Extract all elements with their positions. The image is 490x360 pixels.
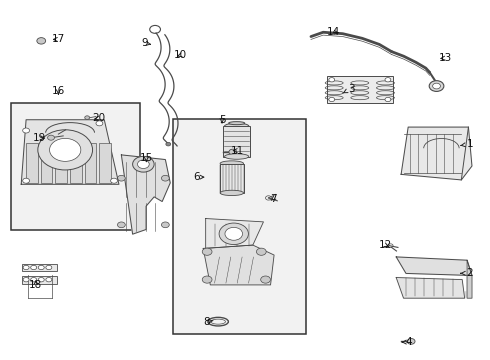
Circle shape bbox=[23, 178, 29, 183]
Text: 12: 12 bbox=[379, 240, 392, 250]
Ellipse shape bbox=[38, 265, 44, 270]
Text: 9: 9 bbox=[141, 38, 150, 48]
Polygon shape bbox=[467, 260, 472, 298]
Bar bbox=[327, 76, 393, 103]
Bar bbox=[223, 126, 250, 157]
Ellipse shape bbox=[220, 161, 244, 166]
Circle shape bbox=[48, 135, 54, 140]
Circle shape bbox=[329, 78, 335, 82]
Polygon shape bbox=[122, 155, 170, 234]
Circle shape bbox=[225, 228, 243, 240]
Circle shape bbox=[49, 138, 81, 161]
Text: 10: 10 bbox=[174, 50, 187, 60]
Circle shape bbox=[37, 38, 46, 44]
Ellipse shape bbox=[224, 123, 249, 129]
Text: 19: 19 bbox=[33, 133, 47, 143]
Bar bbox=[26, 143, 38, 183]
Circle shape bbox=[407, 338, 415, 344]
Circle shape bbox=[23, 128, 29, 133]
Bar bbox=[70, 143, 82, 183]
Text: 8: 8 bbox=[203, 317, 213, 327]
Bar bbox=[22, 276, 57, 284]
Bar bbox=[22, 264, 57, 271]
Ellipse shape bbox=[229, 122, 245, 125]
Circle shape bbox=[429, 81, 444, 91]
Ellipse shape bbox=[31, 265, 37, 270]
Circle shape bbox=[219, 223, 248, 244]
Circle shape bbox=[202, 276, 212, 283]
Bar bbox=[99, 143, 111, 183]
Circle shape bbox=[166, 142, 171, 146]
Ellipse shape bbox=[224, 154, 249, 159]
Ellipse shape bbox=[220, 190, 244, 195]
Text: 16: 16 bbox=[52, 86, 65, 96]
Circle shape bbox=[96, 121, 103, 126]
Polygon shape bbox=[396, 257, 472, 275]
Text: 14: 14 bbox=[327, 27, 341, 37]
Circle shape bbox=[161, 222, 169, 228]
Circle shape bbox=[111, 178, 118, 183]
Text: 18: 18 bbox=[29, 280, 43, 290]
Bar bbox=[55, 143, 67, 183]
Circle shape bbox=[118, 175, 125, 181]
Circle shape bbox=[261, 276, 270, 283]
Circle shape bbox=[118, 222, 125, 228]
Bar bbox=[85, 143, 97, 183]
Text: 2: 2 bbox=[461, 268, 473, 278]
Circle shape bbox=[385, 78, 391, 82]
Text: 17: 17 bbox=[52, 35, 65, 44]
Circle shape bbox=[38, 130, 93, 170]
Bar bbox=[11, 103, 140, 230]
Text: 15: 15 bbox=[140, 153, 153, 163]
Text: 13: 13 bbox=[439, 53, 452, 63]
Text: 6: 6 bbox=[193, 172, 204, 182]
Text: 1: 1 bbox=[461, 139, 473, 149]
Polygon shape bbox=[396, 278, 465, 298]
Circle shape bbox=[385, 97, 391, 102]
Ellipse shape bbox=[23, 278, 29, 282]
Circle shape bbox=[329, 97, 335, 102]
Text: 4: 4 bbox=[402, 337, 412, 347]
Bar bbox=[172, 119, 306, 334]
Text: 7: 7 bbox=[270, 194, 277, 204]
Circle shape bbox=[138, 160, 149, 168]
Polygon shape bbox=[203, 245, 274, 285]
Polygon shape bbox=[206, 219, 264, 248]
Text: 11: 11 bbox=[231, 145, 244, 156]
Ellipse shape bbox=[46, 278, 52, 282]
Circle shape bbox=[256, 248, 266, 255]
Bar bbox=[220, 163, 244, 193]
Polygon shape bbox=[404, 292, 469, 298]
Text: 5: 5 bbox=[219, 115, 225, 125]
Ellipse shape bbox=[46, 265, 52, 270]
Circle shape bbox=[85, 116, 90, 120]
Circle shape bbox=[161, 175, 169, 181]
Circle shape bbox=[433, 83, 441, 89]
Circle shape bbox=[202, 248, 212, 255]
Polygon shape bbox=[21, 120, 119, 184]
Ellipse shape bbox=[31, 278, 37, 282]
Text: 20: 20 bbox=[92, 113, 105, 123]
Circle shape bbox=[229, 149, 237, 155]
Ellipse shape bbox=[23, 265, 29, 270]
Bar bbox=[41, 143, 52, 183]
Text: 3: 3 bbox=[343, 84, 355, 94]
Circle shape bbox=[133, 156, 154, 172]
Polygon shape bbox=[401, 127, 472, 180]
Ellipse shape bbox=[38, 278, 44, 282]
